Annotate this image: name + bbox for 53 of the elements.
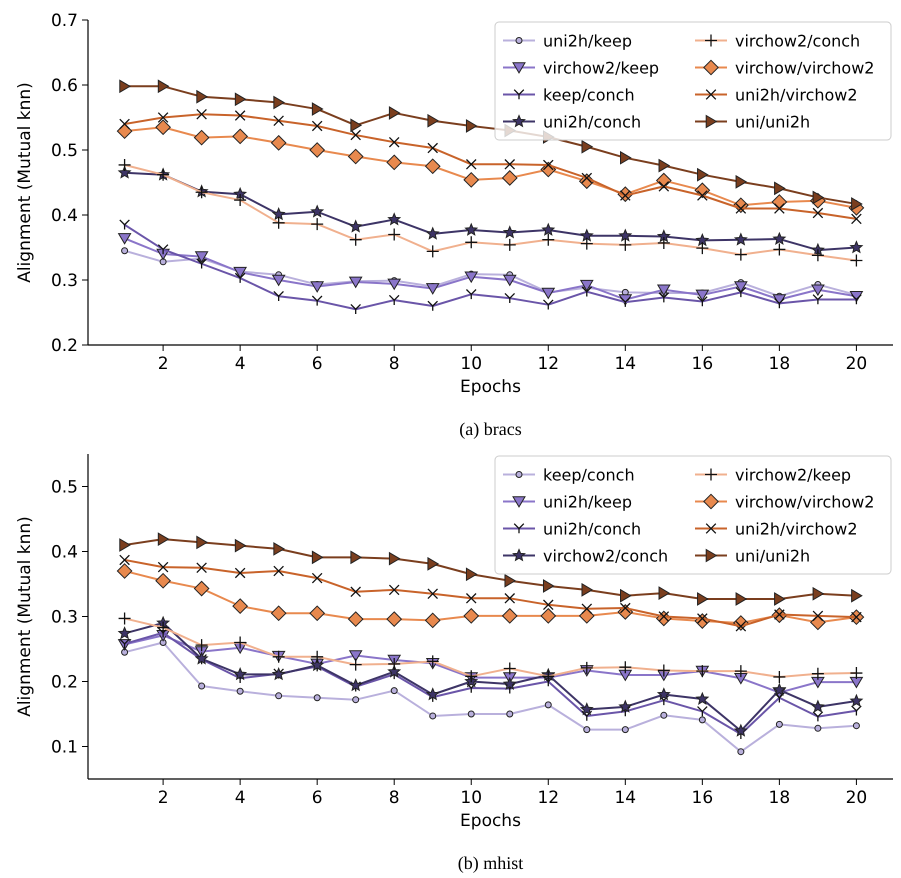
legend-label: uni2h/keep: [543, 492, 632, 512]
y-axis-title: Alignment (Mutual knn): [15, 82, 35, 283]
y-tick-label: 0.3: [50, 608, 78, 628]
x-tick-label: 18: [768, 354, 790, 374]
y-axis-title: Alignment (Mutual knn): [15, 516, 35, 717]
legend-label: virchow2/keep: [543, 58, 660, 78]
x-tick-label: 16: [692, 788, 714, 808]
x-tick-label: 12: [537, 788, 560, 808]
legend-label: keep/conch: [543, 466, 635, 484]
x-tick-label: 4: [234, 788, 246, 808]
legend-label: virchow2/conch: [735, 32, 860, 50]
y-tick-label: 0.2: [50, 672, 78, 692]
x-tick-label: 20: [846, 788, 868, 808]
legend-label: uni2h/keep: [543, 32, 632, 50]
x-tick-label: 10: [460, 354, 482, 374]
x-tick-label: 14: [614, 788, 636, 808]
legend-label: keep/conch: [543, 86, 635, 104]
legend-label: virchow/virchow2: [735, 58, 874, 78]
y-tick-label: 0.5: [50, 478, 78, 498]
x-tick-label: 2: [158, 354, 169, 374]
y-tick-label: 0.2: [50, 336, 78, 356]
y-tick-label: 0.4: [50, 206, 78, 226]
y-tick-label: 0.4: [50, 542, 78, 562]
x-tick-label: 8: [388, 788, 400, 808]
x-axis-title: Epochs: [460, 377, 522, 397]
x-tick-label: 6: [312, 354, 323, 374]
legend-label: virchow2/keep: [735, 466, 852, 484]
y-tick-label: 0.1: [50, 738, 78, 758]
y-tick-label: 0.7: [50, 11, 78, 31]
legend-label: uni/uni2h: [735, 112, 810, 132]
x-tick-label: 10: [460, 788, 482, 808]
legend-label: uni2h/conch: [543, 112, 642, 132]
x-tick-label: 4: [234, 354, 246, 374]
legend-label: uni/uni2h: [735, 546, 810, 566]
x-tick-label: 14: [614, 354, 636, 374]
x-tick-label: 2: [158, 788, 169, 808]
text: (a) bracs: [459, 419, 522, 439]
legend-label: virchow/virchow2: [735, 492, 874, 512]
x-tick-label: 18: [768, 788, 790, 808]
legend-label: uni2h/virchow2: [735, 520, 858, 538]
x-tick-label: 8: [388, 354, 400, 374]
x-axis-title: Epochs: [460, 811, 522, 831]
legend-label: uni2h/virchow2: [735, 86, 858, 104]
x-tick-label: 20: [846, 354, 868, 374]
legend-label: uni2h/conch: [543, 520, 642, 538]
legend-label: virchow2/conch: [543, 546, 668, 566]
y-tick-label: 0.5: [50, 141, 78, 161]
y-tick-label: 0.3: [50, 271, 78, 291]
x-tick-label: 6: [312, 788, 323, 808]
x-tick-label: 12: [537, 354, 560, 374]
x-tick-label: 16: [692, 354, 714, 374]
y-tick-label: 0.6: [50, 76, 78, 96]
text: (b) mhist: [458, 853, 524, 873]
